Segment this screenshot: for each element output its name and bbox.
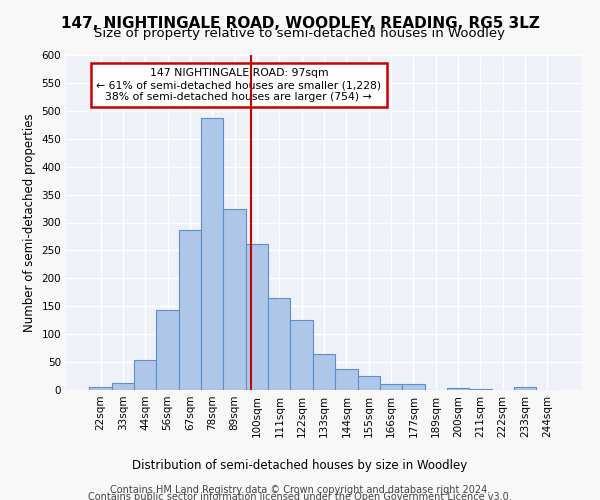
Bar: [134, 360, 157, 390]
Bar: [290, 320, 313, 390]
Bar: [201, 118, 223, 390]
Bar: [246, 244, 268, 390]
Bar: [358, 376, 380, 390]
Y-axis label: Number of semi-detached properties: Number of semi-detached properties: [23, 113, 36, 332]
Bar: [380, 384, 402, 390]
Bar: [335, 370, 358, 390]
Bar: [112, 384, 134, 390]
Bar: [179, 230, 201, 390]
Text: Distribution of semi-detached houses by size in Woodley: Distribution of semi-detached houses by …: [133, 458, 467, 471]
Text: 147, NIGHTINGALE ROAD, WOODLEY, READING, RG5 3LZ: 147, NIGHTINGALE ROAD, WOODLEY, READING,…: [61, 16, 539, 31]
Bar: [447, 388, 469, 390]
Bar: [268, 298, 290, 390]
Text: Contains HM Land Registry data © Crown copyright and database right 2024.: Contains HM Land Registry data © Crown c…: [110, 485, 490, 495]
Text: Size of property relative to semi-detached houses in Woodley: Size of property relative to semi-detach…: [95, 28, 505, 40]
Bar: [157, 310, 179, 390]
Bar: [89, 386, 112, 390]
Text: Contains public sector information licensed under the Open Government Licence v3: Contains public sector information licen…: [88, 492, 512, 500]
Bar: [313, 354, 335, 390]
Bar: [223, 208, 246, 390]
Bar: [514, 387, 536, 390]
Bar: [469, 389, 491, 390]
Text: 147 NIGHTINGALE ROAD: 97sqm
← 61% of semi-detached houses are smaller (1,228)
38: 147 NIGHTINGALE ROAD: 97sqm ← 61% of sem…: [96, 68, 382, 102]
Bar: [402, 384, 425, 390]
